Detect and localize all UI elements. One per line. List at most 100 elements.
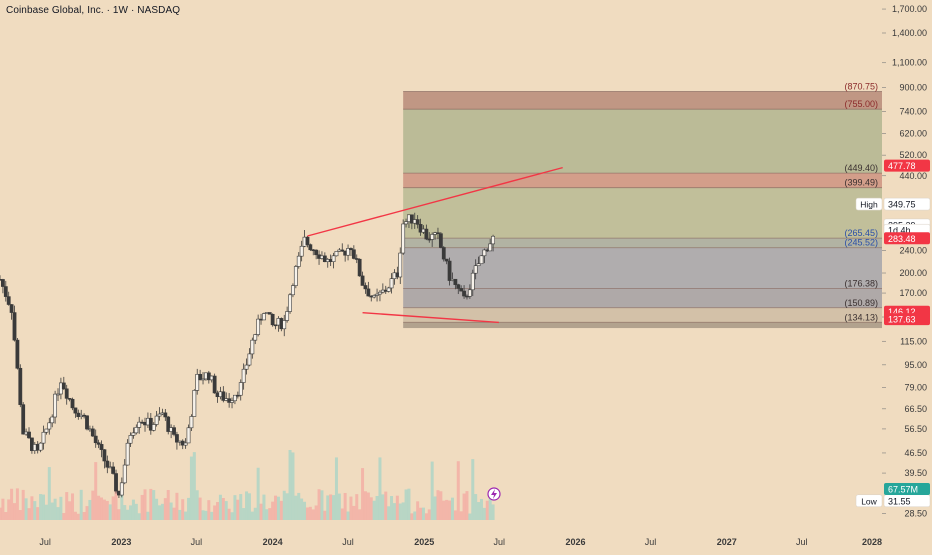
price-badge-label: 283.48: [888, 234, 916, 244]
volume-bar: [233, 495, 237, 520]
candle-body: [134, 427, 139, 434]
volume-bar: [276, 496, 280, 520]
candle-body: [201, 378, 205, 381]
flash-glyph: [491, 489, 497, 499]
candle-body: [119, 482, 124, 496]
candle-body: [415, 219, 420, 225]
candle-body: [70, 398, 75, 409]
fib-zone: [403, 109, 882, 174]
candle-body: [357, 258, 362, 277]
candle-body: [270, 313, 275, 326]
volume-bar: [366, 492, 370, 520]
price-tick-label: 740.00: [899, 107, 927, 117]
volume-bar: [245, 491, 249, 520]
trendline: [307, 166, 563, 237]
candle-body: [93, 435, 98, 444]
candle-body: [386, 287, 391, 292]
candle-body: [41, 431, 46, 444]
time-tick-label: Jul: [191, 537, 203, 547]
price-tick-label: 39.50: [904, 468, 927, 478]
price-tick-label: 115.00: [900, 336, 927, 346]
price-badge-label: 137.63: [888, 315, 916, 325]
volume-bar: [134, 503, 138, 520]
volume-bar: [126, 509, 130, 520]
candle-body: [285, 311, 290, 321]
volume-bar: [198, 497, 202, 520]
price-tick-label: 46.50: [904, 448, 927, 458]
volume-bar: [448, 500, 452, 520]
volume-bar: [337, 493, 341, 520]
volume-bar: [465, 491, 469, 520]
volume-bar: [372, 500, 376, 520]
price-tick-label: 900.00: [899, 82, 927, 92]
volume-bar: [256, 467, 260, 520]
volume-bar: [468, 513, 472, 520]
volume-bar: [471, 459, 475, 520]
volume-bar: [392, 503, 396, 520]
price-tick-label: 200.00: [899, 268, 927, 278]
volume-bar: [216, 502, 220, 520]
volume-bar: [247, 493, 251, 520]
volume-bar: [384, 491, 388, 520]
candle-body: [293, 266, 298, 286]
price-badge-label: 1d 4h: [888, 226, 911, 236]
volume-bar: [50, 502, 54, 520]
candle-body: [441, 247, 446, 260]
trendlines: [307, 166, 563, 324]
volume-bar: [424, 513, 428, 520]
volume-bar: [213, 505, 217, 520]
candle-body: [398, 252, 403, 278]
candle-body: [349, 248, 353, 251]
fib-zone: [403, 173, 882, 188]
price-axis: 28.50 39.50 46.50 56.50 66.50 79.00 95.00 115.0…: [882, 0, 932, 550]
volume-bar: [390, 496, 394, 520]
volume-bar: [227, 508, 231, 520]
volume-bar: [221, 498, 225, 520]
candle-body: [366, 288, 371, 297]
candle-body: [122, 464, 127, 484]
volume-bar: [201, 510, 205, 520]
price-badge-label: 349.75: [888, 200, 916, 210]
candle-body: [331, 255, 336, 262]
price-badge-tag-bg: [855, 494, 883, 508]
candle-body: [360, 275, 365, 286]
volume-bar: [259, 503, 263, 520]
candle-body: [436, 232, 440, 235]
price-tick-label: 240.00: [899, 246, 927, 256]
volume-bar: [117, 509, 121, 520]
volume-bar: [160, 503, 164, 520]
candle-body: [192, 390, 197, 417]
candle-body: [340, 249, 345, 252]
candle-body: [64, 388, 69, 399]
volume-bar: [172, 507, 176, 520]
volume-bar: [53, 498, 57, 520]
fib-level-label: (134.13): [844, 312, 878, 322]
candle-body: [1, 279, 5, 287]
price-tick-label: 170.00: [899, 288, 927, 298]
volume-bar: [207, 500, 211, 520]
volume-bar: [62, 513, 66, 520]
volume-bar: [65, 492, 69, 520]
volume-bar: [18, 510, 22, 520]
candle-body: [183, 442, 188, 446]
volume-bar: [204, 510, 208, 520]
volume-bar: [42, 494, 46, 520]
candle-body: [235, 394, 240, 397]
volume-bar: [175, 492, 179, 520]
volume-bar: [474, 494, 478, 520]
volume-bar: [140, 494, 144, 520]
candle-body: [195, 374, 200, 391]
time-tick-label: 2024: [263, 537, 283, 547]
volume-bar: [24, 498, 28, 520]
candle-body: [38, 442, 43, 451]
candle-body: [288, 294, 292, 312]
volume-bar: [332, 495, 336, 520]
volume-bar: [15, 488, 19, 520]
volume-bar: [456, 461, 460, 520]
candle-body: [430, 234, 435, 240]
candle-body: [102, 449, 107, 462]
time-axis: Jul 2023 Jul 2024 Jul 2025 Jul 2026 Jul 2027 Jul 20…: [39, 537, 882, 547]
